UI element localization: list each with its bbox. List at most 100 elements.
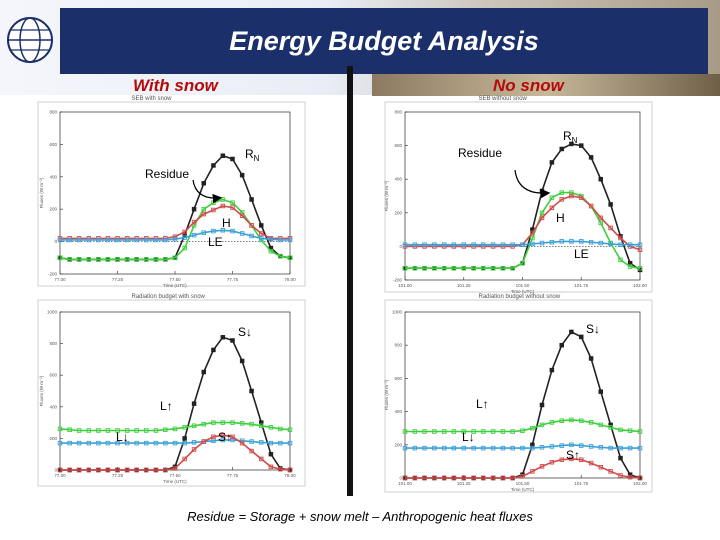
point-le [510,242,515,247]
point-le [143,237,149,243]
point-sup [268,464,274,470]
point-le [608,241,613,247]
point-residue [559,190,564,195]
point-ldown [608,445,613,451]
point-residue [153,257,159,262]
point-ldown [520,445,525,451]
point-residue [268,249,274,254]
point-ldown [96,440,101,446]
point-le [559,239,564,244]
point-lup [163,427,168,432]
annotation-label: L↓ [116,430,129,444]
point-residue [402,265,408,271]
x-tick-label: 77.50 [169,473,181,478]
point-sdown [239,358,245,364]
chart-seb-without-snow: SEB without snow 101.00 101.25 101.50 101.75… [384,96,653,294]
point-h [220,203,226,209]
point-lup [287,427,293,432]
point-residue [451,265,457,271]
point-lup [530,425,535,431]
point-h [530,230,535,236]
point-residue [539,210,545,216]
footnote-residue-definition: Residue = Storage + snow melt – Anthropo… [187,509,533,524]
point-lup [67,427,72,432]
annotation-arrow [514,169,551,199]
point-sdown [579,334,584,340]
point-ldown [627,445,633,451]
point-residue [618,257,623,263]
point-sdown [608,422,613,428]
point-sdown [191,401,197,406]
point-residue [143,257,149,262]
point-le [249,233,254,239]
point-le [268,236,274,242]
point-sup [549,459,555,465]
point-sup [490,475,496,481]
y-tick-label: 400 [49,404,57,409]
point-h [637,247,643,253]
point-ldown [412,445,418,451]
x-tick-label: 101.25 [457,283,471,288]
y-tick-label: 0 [399,476,402,481]
y-tick-label: 200 [49,436,57,441]
point-lup [490,429,496,434]
point-residue [96,257,101,262]
y-axis-label: Fluxes (W m⁻²) [39,375,44,406]
point-sdown [627,472,633,477]
point-ldown [143,440,149,446]
annotation-arrow [192,179,223,204]
point-lup [402,429,408,434]
point-lup [569,417,574,423]
point-sup [143,467,149,473]
x-tick-label: 102.00 [633,481,647,486]
x-tick-label: 77.75 [227,277,239,282]
no-snow-heading: No snow [493,76,564,95]
point-sup [153,467,159,473]
point-h [559,197,564,202]
annotation-label: L↑ [476,397,489,411]
point-ldown [422,445,427,451]
point-residue [182,245,187,251]
point-lup [211,420,216,425]
point-h [618,235,623,241]
point-le [579,239,584,244]
chart-seb-with-snow: SEB with snow 77.00 77.25 77.50 77.75 78.00 -2… [37,96,306,288]
point-le [172,236,178,242]
x-tick-label: 77.50 [169,277,181,282]
point-sup [96,467,101,473]
point-sup [67,467,72,473]
point-lup [201,421,206,427]
point-residue [163,257,168,262]
point-sup [287,467,293,473]
point-ldown [124,440,130,446]
point-h [579,195,584,200]
point-sup [627,474,633,480]
point-h [549,205,555,211]
point-lup [134,428,139,433]
y-tick-label: 800 [394,343,402,348]
point-le [287,237,293,243]
point-sdown [618,455,623,461]
x-tick-label: 77.00 [54,473,66,478]
annotation-label: S↓ [238,325,252,339]
x-tick-label: 101.00 [398,481,412,486]
point-lup [579,418,584,423]
point-le [105,237,111,243]
point-lup [441,429,447,434]
point-le [618,242,623,247]
y-tick-label: -200 [393,278,403,283]
annotation-label: H [222,216,231,230]
series-line-lup [405,419,641,433]
point-lup [500,429,506,434]
point-le [422,242,427,247]
annotation-label: S↑ [566,448,580,462]
point-lup [268,425,274,430]
x-tick-label: 101.25 [457,481,471,486]
point-le [461,242,467,247]
y-tick-label: -200 [48,272,58,277]
point-le [153,237,159,243]
point-sup [412,475,418,481]
point-sup [230,434,235,440]
point-sup [163,467,168,473]
point-lup [153,428,159,433]
